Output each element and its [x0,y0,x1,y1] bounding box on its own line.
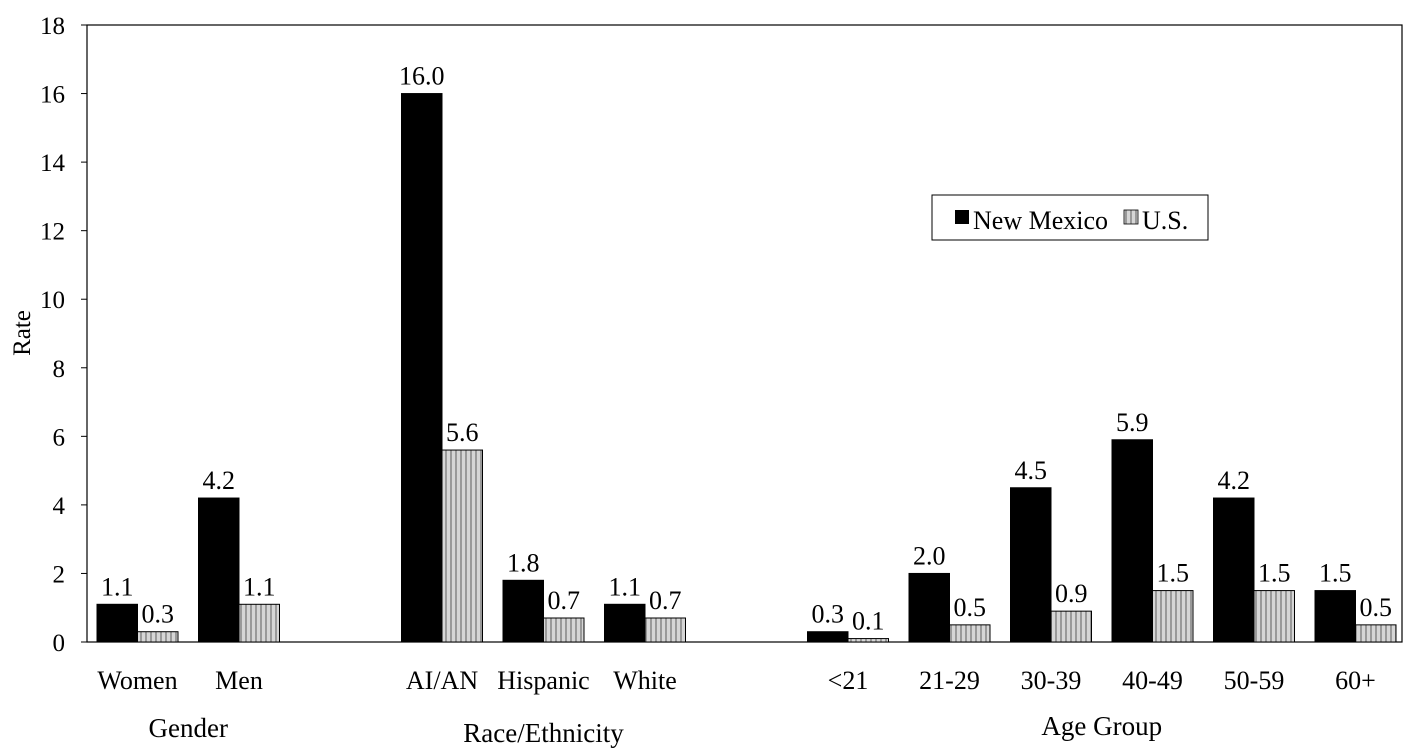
legend-box [931,194,1209,241]
bar-us-50-59 [1253,590,1295,643]
value-label-new-mexico-21-29: 2.0 [913,541,946,570]
bar-new-mexico-30-39 [1010,487,1052,643]
value-label-us-women: 0.3 [142,600,175,629]
value-label-us-white: 0.7 [649,586,682,615]
category-label-60: 60+ [1335,666,1376,695]
bar-us-30-39 [1050,610,1092,643]
legend-swatch-us [1123,209,1139,225]
bar-new-mexico-60 [1314,590,1356,643]
y-tick-label: 18 [40,13,65,40]
plot-area [86,24,1403,643]
category-label-hispanic: Hispanic [497,666,589,695]
y-tick-label: 8 [53,356,66,383]
y-tick-label: 0 [53,630,66,657]
bar-new-mexico-21-29 [908,572,950,643]
category-label-21: <21 [828,666,869,695]
bars [96,93,1397,643]
legend-swatch-new-mexico [955,210,969,224]
bar-us-21-29 [949,624,991,643]
bar-new-mexico-21 [807,631,849,643]
value-label-new-mexico-21: 0.3 [812,600,845,629]
value-label-new-mexico-men: 4.2 [203,466,236,495]
bar-new-mexico-white [604,603,646,643]
value-label-new-mexico-40-49: 5.9 [1116,408,1149,437]
category-labels: Women Men AI/AN Hispanic White <21 21-29 30-39 4… [97,666,1375,695]
group-label-gender: Gender [149,713,228,743]
y-tick-label: 4 [53,493,66,520]
category-label-30-39: 30-39 [1021,666,1082,695]
category-label-ai-an: AI/AN [406,666,478,695]
legend-label-us: U.S. [1142,206,1188,235]
category-label-white: White [613,666,677,695]
bar-new-mexico-40-49 [1111,439,1153,643]
bar-new-mexico-women [96,603,138,643]
y-axis-title: Rate [9,310,36,356]
bar-us-ai-an [441,449,483,643]
value-labels: 1.10.34.21.116.05.61.80.7 1.1 0.7 0.3 0.12.0… [101,62,1392,636]
bar-us-hispanic [543,617,585,643]
category-label-50-59: 50-59 [1224,666,1285,695]
y-tick-label: 6 [53,424,66,451]
bar-new-mexico-men [198,497,240,643]
value-label-us-30-39: 0.9 [1055,579,1088,608]
value-label-new-mexico-white: 1.1 [609,572,642,601]
bar-new-mexico-ai-an [401,93,443,643]
category-label-21-29: 21-29 [919,666,980,695]
bar-new-mexico-hispanic [502,579,544,643]
value-label-us-50-59: 1.5 [1258,559,1291,588]
bar-us-40-49 [1152,590,1194,643]
bar-us-white [644,617,686,643]
value-label-new-mexico-ai-an: 16.0 [399,62,445,91]
y-tick-label: 10 [40,287,65,314]
value-label-us-hispanic: 0.7 [548,586,581,615]
y-tick-label: 2 [53,561,66,588]
bar-us-21 [847,638,889,643]
legend-label-new-mexico: New Mexico [973,206,1108,235]
bar-us-60 [1355,624,1397,643]
value-label-new-mexico-30-39: 4.5 [1015,456,1048,485]
group-label-age-group: Age Group [1041,711,1162,741]
bar-us-women [137,631,179,643]
value-label-us-ai-an: 5.6 [446,418,479,447]
value-label-us-60: 0.5 [1360,593,1393,622]
y-axis-ticks: 0 2 4 6 8 10 12 14 16 18 [40,13,87,657]
y-tick-label: 14 [40,150,66,177]
value-label-new-mexico-women: 1.1 [101,572,134,601]
bar-new-mexico-50-59 [1213,497,1255,643]
value-label-us-men: 1.1 [243,572,276,601]
category-label-men: Men [215,666,263,695]
category-label-women: Women [97,666,177,695]
bar-us-men [238,603,280,643]
value-label-new-mexico-hispanic: 1.8 [507,548,540,577]
value-label-us-21-29: 0.5 [954,593,987,622]
value-label-us-40-49: 1.5 [1157,559,1190,588]
y-tick-label: 16 [40,82,65,109]
value-label-new-mexico-50-59: 4.2 [1218,466,1251,495]
value-label-us-21: 0.1 [852,607,885,636]
value-label-new-mexico-60: 1.5 [1319,559,1352,588]
group-labels: Gender Race/Ethnicity Age Group [149,711,1163,748]
group-label-race-ethnicity: Race/Ethnicity [463,718,624,748]
legend: New Mexico U.S. [931,194,1209,241]
category-label-40-49: 40-49 [1122,666,1183,695]
y-tick-label: 12 [40,219,65,246]
